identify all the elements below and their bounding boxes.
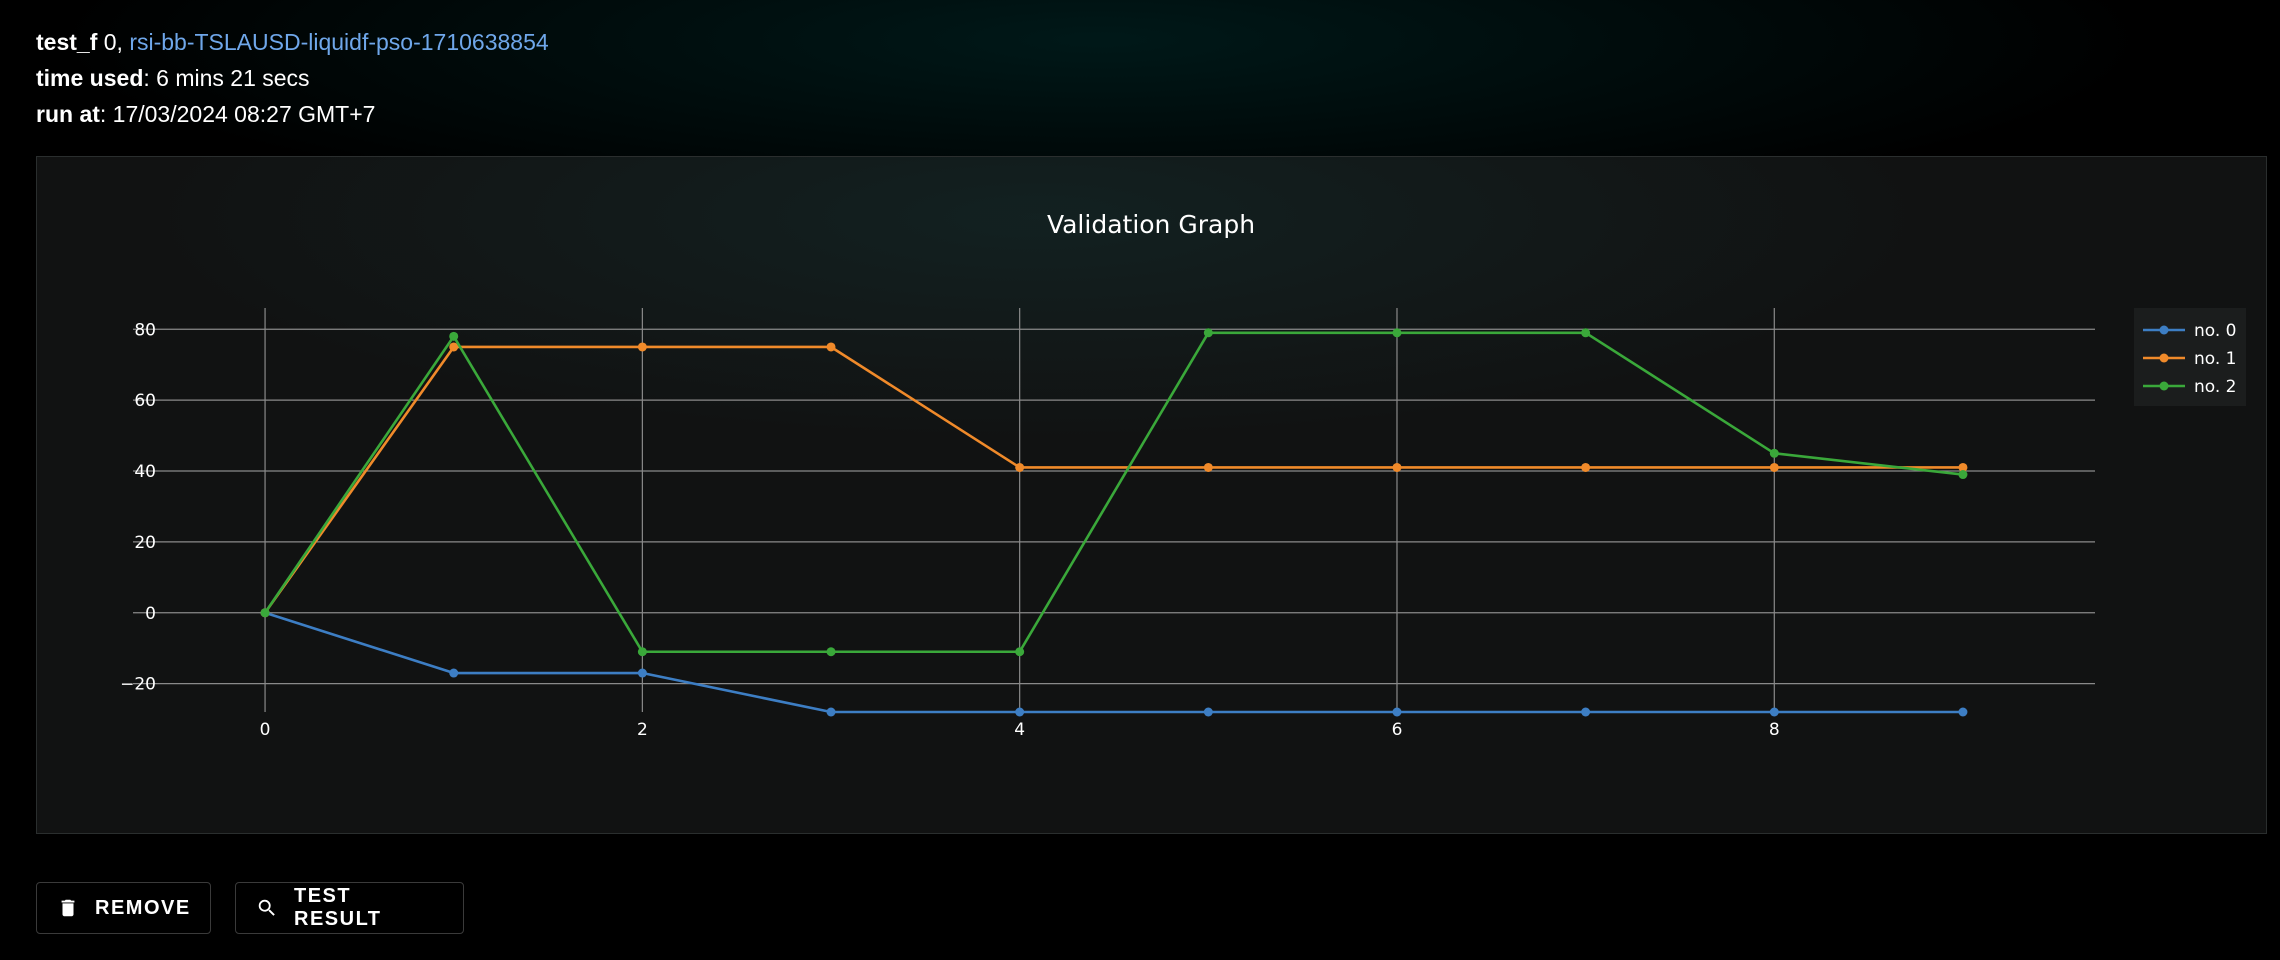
- data-point: [1392, 462, 1402, 472]
- trash-icon: [57, 897, 79, 919]
- data-point: [449, 342, 459, 352]
- data-point: [449, 331, 459, 341]
- legend-label: no. 1: [2194, 349, 2237, 369]
- test-index: 0,: [103, 29, 123, 55]
- y-tick-label: 0: [145, 604, 156, 624]
- y-tick-label: 80: [134, 320, 156, 340]
- data-point: [637, 647, 647, 657]
- run-at-value: : 17/03/2024 08:27 GMT+7: [99, 101, 376, 127]
- y-tick-label: 20: [134, 533, 156, 553]
- data-point: [1769, 462, 1779, 472]
- remove-button[interactable]: REMOVE: [36, 882, 211, 934]
- test-result-button-label: TEST RESULT: [294, 885, 382, 930]
- y-tick-label: −20: [120, 675, 156, 695]
- data-point: [1581, 328, 1591, 338]
- run-at-row: run at: 17/03/2024 08:27 GMT+7: [36, 96, 549, 132]
- test-result-button[interactable]: TEST RESULT: [235, 882, 464, 934]
- data-point: [1769, 448, 1779, 458]
- run-at-label: run at: [36, 101, 100, 127]
- data-point: [637, 668, 647, 678]
- legend-swatch-marker: [2159, 353, 2169, 363]
- x-tick-label: 8: [1769, 720, 1780, 740]
- legend-label: no. 2: [2194, 377, 2237, 397]
- time-used-row: time used: 6 mins 21 secs: [36, 60, 549, 96]
- time-used-value: : 6 mins 21 secs: [143, 65, 310, 91]
- y-tick-label: 60: [134, 391, 156, 411]
- data-point: [260, 608, 270, 618]
- x-tick-label: 6: [1392, 720, 1403, 740]
- legend-label: no. 0: [2194, 321, 2237, 341]
- legend-swatch-marker: [2159, 381, 2169, 391]
- data-point: [1958, 707, 1968, 717]
- series-line-0: [264, 611, 1963, 714]
- data-point: [1958, 470, 1968, 480]
- data-point: [1958, 462, 1968, 472]
- data-point: [1392, 328, 1402, 338]
- validation-graph-card: Validation Graph 0 2 4 6 8 −20 0 20 40 60 80 no. 0 no…: [36, 156, 2267, 834]
- legend-swatch-marker: [2159, 325, 2169, 335]
- data-point: [1392, 707, 1402, 717]
- data-point: [826, 342, 836, 352]
- data-point: [637, 342, 647, 352]
- x-tick-label: 0: [260, 720, 271, 740]
- data-point: [1015, 707, 1025, 717]
- chart-legend: no. 0 no. 1 no. 2: [2134, 308, 2246, 406]
- data-point: [1581, 707, 1591, 717]
- time-used-label: time used: [36, 65, 144, 91]
- x-tick-label: 4: [1014, 720, 1025, 740]
- data-point: [1015, 647, 1025, 657]
- data-point: [1015, 462, 1025, 472]
- data-point: [1203, 462, 1213, 472]
- chart-title: Validation Graph: [1047, 210, 1255, 239]
- data-point: [826, 647, 836, 657]
- y-tick-label: 40: [134, 462, 156, 482]
- test-title-row: test_f 0, rsi-bb-TSLAUSD-liquidf-pso-171…: [36, 24, 549, 60]
- run-link[interactable]: rsi-bb-TSLAUSD-liquidf-pso-1710638854: [129, 29, 549, 55]
- test-label: test_f: [36, 29, 98, 55]
- remove-button-label: REMOVE: [95, 896, 191, 919]
- data-point: [449, 668, 459, 678]
- run-header: test_f 0, rsi-bb-TSLAUSD-liquidf-pso-171…: [36, 24, 549, 132]
- series-line-1: [263, 345, 1963, 614]
- action-bar: REMOVE TEST RESULT: [36, 882, 464, 934]
- data-point: [1581, 462, 1591, 472]
- data-point: [1203, 328, 1213, 338]
- data-point: [1769, 707, 1779, 717]
- search-icon: [256, 897, 278, 919]
- series-line-2: [263, 331, 1964, 654]
- data-point: [826, 707, 836, 717]
- x-tick-label: 2: [637, 720, 648, 740]
- data-point: [1203, 707, 1213, 717]
